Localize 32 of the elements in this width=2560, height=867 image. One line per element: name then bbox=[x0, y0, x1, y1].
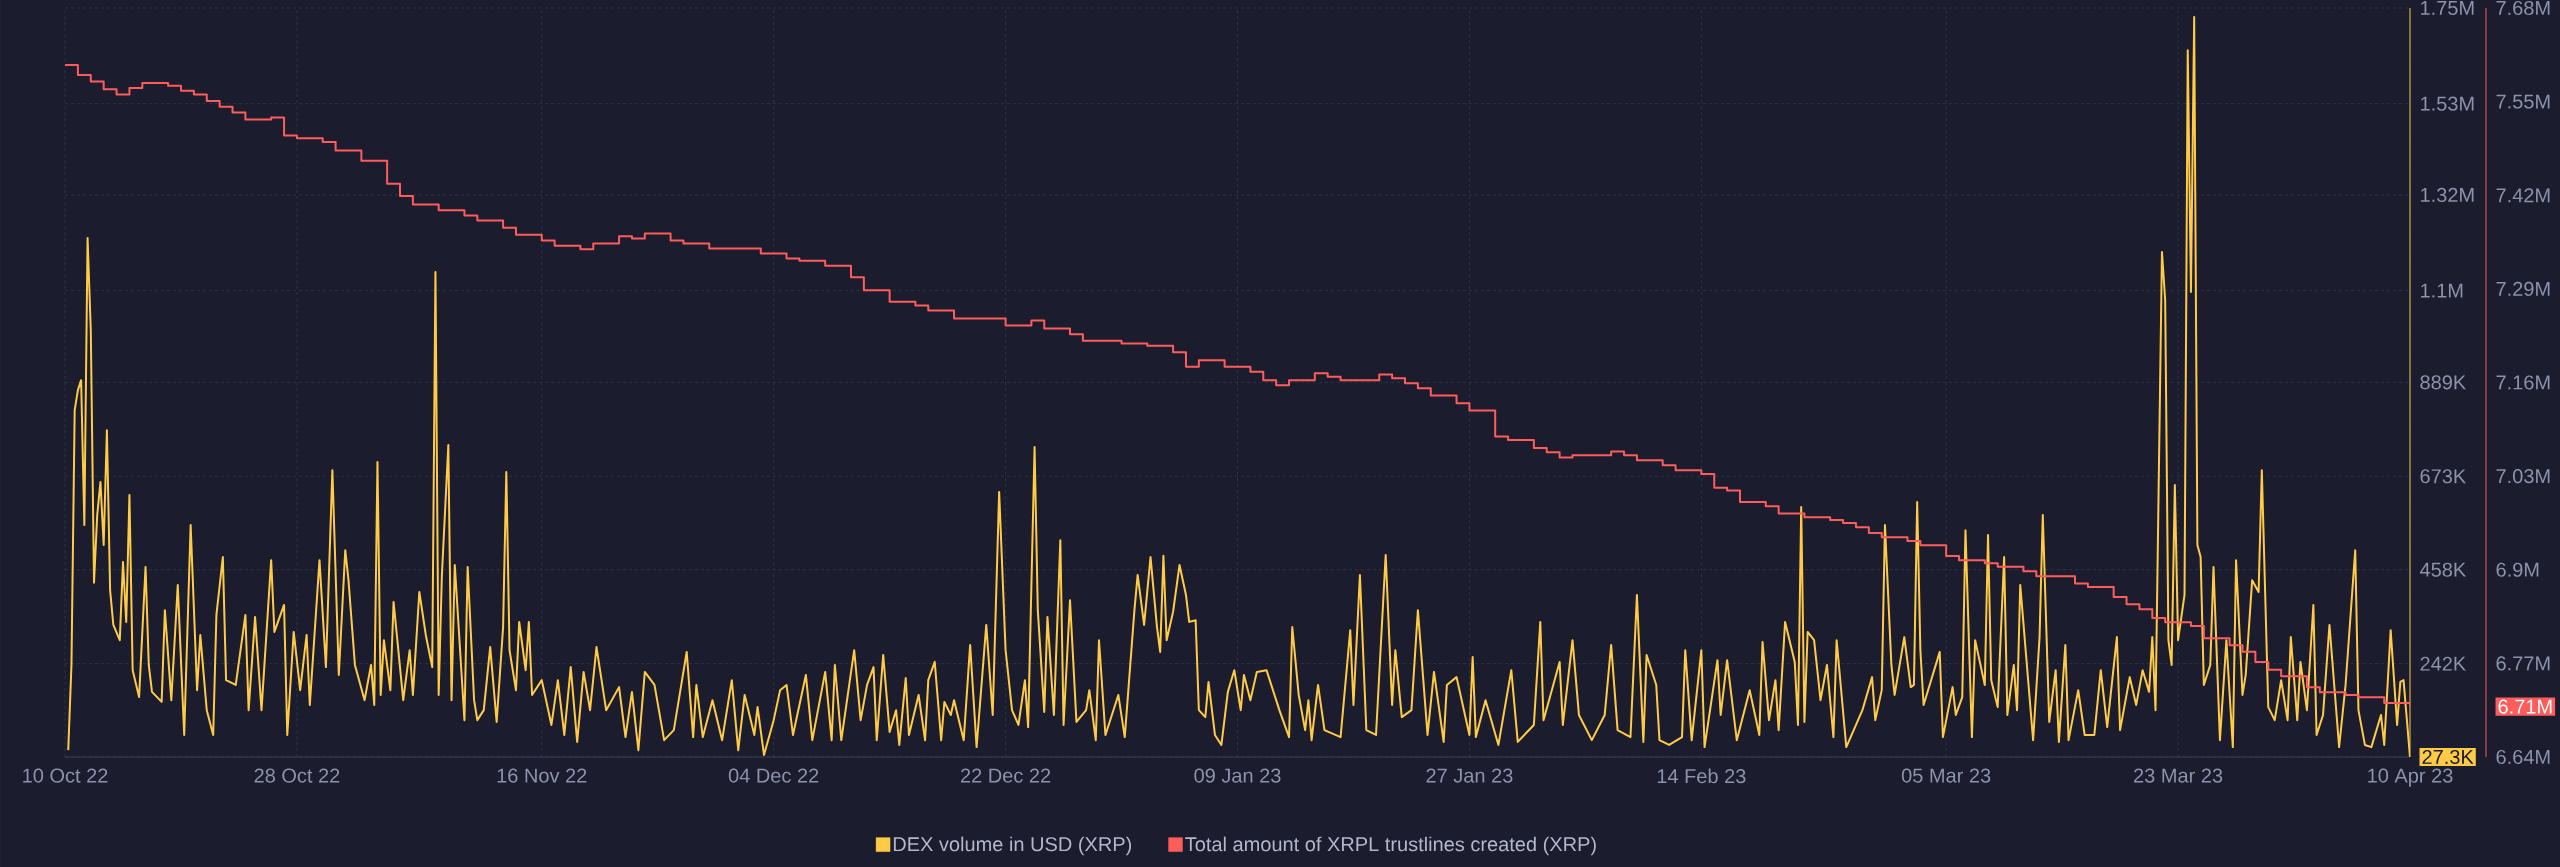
x-tick-label: 14 Feb 23 bbox=[1657, 768, 1746, 784]
y2-tick-label: 6.77M bbox=[2496, 656, 2550, 671]
x-tick-label: 23 Mar 23 bbox=[2134, 768, 2223, 783]
y-tick-label: 1.75M bbox=[2421, 1, 2474, 15]
y-tick-label: 1.1M bbox=[2421, 283, 2463, 298]
y-tick-label: 27.3K bbox=[2422, 749, 2474, 765]
x-tick-label: 16 Nov 22 bbox=[497, 768, 587, 783]
x-tick-label: 10 Apr 23 bbox=[2368, 768, 2453, 787]
y-tick-label: 673K bbox=[2420, 469, 2466, 484]
y2-tick-label: 7.16M bbox=[2496, 375, 2550, 390]
x-tick-label: 04 Dec 22 bbox=[728, 768, 819, 783]
y2-tick-label: 6.9M bbox=[2496, 562, 2539, 577]
legend-label: DEX volume in USD (XRP) bbox=[893, 836, 1132, 856]
x-tick-label: 28 Oct 22 bbox=[254, 768, 340, 783]
y2-tick-label: 7.42M bbox=[2496, 188, 2550, 203]
y-tick-label: 1.32M bbox=[2421, 187, 2474, 203]
y2-tick-label: 7.29M bbox=[2496, 281, 2550, 296]
y2-tick-label: 7.55M bbox=[2496, 94, 2550, 109]
legend-label: Total amount of XRPL trustlines created (XRP) bbox=[1185, 836, 1596, 856]
y2-tick-label: 6.71M bbox=[2498, 699, 2552, 714]
x-tick-label: 10 Oct 22 bbox=[23, 768, 108, 783]
x-tick-label: 22 Dec 22 bbox=[961, 768, 1051, 783]
y-tick-label: 242K bbox=[2420, 656, 2466, 671]
y-tick-label: 1.53M bbox=[2421, 96, 2474, 111]
x-tick-label: 05 Mar 23 bbox=[1901, 768, 1991, 783]
y2-tick-label: 6.64M bbox=[2496, 749, 2550, 765]
x-tick-label: 09 Jan 23 bbox=[1194, 768, 1281, 783]
y-tick-label: 458K bbox=[2419, 562, 2466, 577]
y2-tick-label: 7.03M bbox=[2496, 469, 2550, 484]
x-tick-label: 27 Jan 23 bbox=[1426, 768, 1513, 783]
y2-tick-label: 7.68M bbox=[2496, 0, 2550, 16]
y-tick-label: 889K bbox=[2420, 375, 2466, 390]
